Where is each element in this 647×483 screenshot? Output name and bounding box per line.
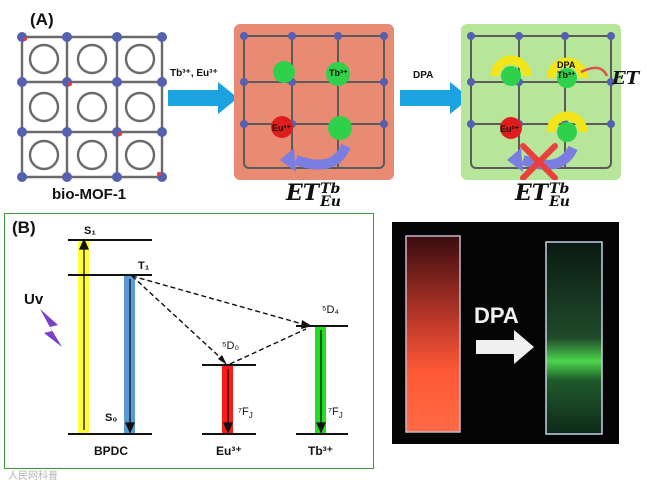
s0-label: S₀ [105,412,118,424]
mof-label: bio-MOF-1 [52,186,127,203]
d0-label: ⁵D₀ [222,340,240,352]
step2-label: DPA [413,70,434,81]
dpa-label: DPA [557,60,576,70]
watermark: 人民网科普 [8,471,58,482]
dpa-mof-framework [467,32,615,180]
t1-label: T₁ [138,260,150,272]
et-label-side: ET [612,68,640,89]
lanthanide-mof-box [234,24,394,180]
energy-level-diagram [40,238,348,435]
fj-eu-label: ⁷FJ [238,406,253,421]
tb-label: Tb³⁺ [308,444,333,458]
et-label-2: ET Tb Eu [515,180,570,210]
cuvette-photo-content [405,235,603,435]
fj-tb-label: ⁷FJ [328,406,343,421]
uv-label: Uv [24,291,44,308]
photo-dpa-label: DPA [474,303,519,328]
tb-ion-label-2: Tb³⁺ [557,70,576,80]
mof-framework-image [17,32,167,182]
dpa-mof-box [461,24,621,180]
blue-arrow-1 [168,82,238,114]
tb-ion-label: Tb³⁺ [329,68,348,78]
blue-arrow-2 [400,82,470,114]
et-label-1: ET Tb Eu [286,180,341,210]
panel-b-label: (B) [12,218,36,237]
panel-b-frame [4,213,374,469]
s1-label: S₁ [84,225,96,237]
lanthanide-mof-framework [240,32,388,172]
step1-label: Tb³⁺, Eu³⁺ [170,68,218,79]
eu-ion-label-2: Eu³⁺ [500,124,520,134]
panel-a-label: (A) [30,10,54,29]
d4-label: ⁵D₄ [322,304,339,316]
eu-ion-label: Eu³⁺ [272,123,292,133]
bpdc-label: BPDC [94,444,129,458]
eu-label: Eu³⁺ [216,444,242,458]
